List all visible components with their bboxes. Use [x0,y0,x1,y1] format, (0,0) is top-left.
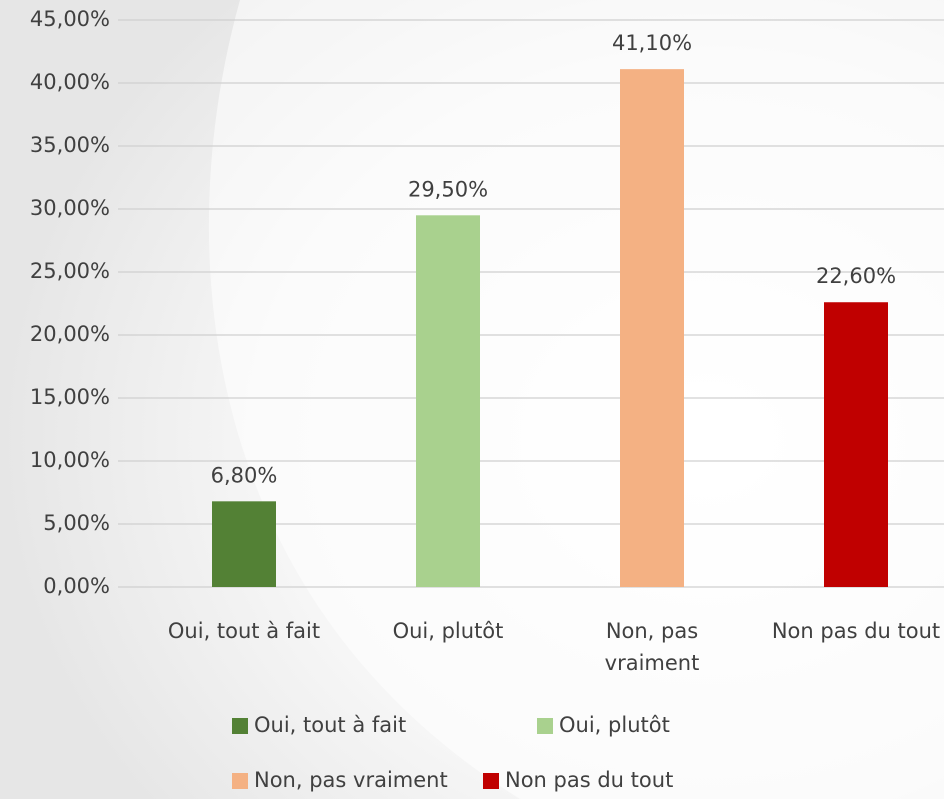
legend-label: Oui, plutôt [559,713,670,737]
value-label: 6,80% [211,463,278,487]
x-tick-label: Oui, tout à fait [168,619,320,643]
value-label: 29,50% [408,177,488,201]
y-tick-label: 30,00% [30,196,110,220]
value-label: 41,10% [612,31,692,55]
y-tick-label: 35,00% [30,133,110,157]
y-tick-label: 40,00% [30,70,110,94]
legend-swatch [232,773,248,789]
y-tick-label: 0,00% [43,574,110,598]
bar [416,215,480,588]
legend-label: Oui, tout à fait [254,713,406,737]
bar [620,69,684,587]
y-tick-label: 20,00% [30,322,110,346]
x-tick-label: Oui, plutôt [393,619,504,643]
x-tick-label: Non, pas vraiment [605,619,700,675]
y-tick-label: 10,00% [30,448,110,472]
y-tick-label: 25,00% [30,259,110,283]
background-curve [208,0,944,799]
legend-swatch [232,718,248,734]
x-tick-label: Non pas du tout [772,619,940,643]
y-tick-label: 45,00% [30,7,110,31]
value-label: 22,60% [816,264,896,288]
y-tick-label: 5,00% [43,511,110,535]
legend-label: Non pas du tout [505,768,673,792]
legend-label: Non, pas vraiment [254,768,448,792]
bar [212,501,276,587]
legend-swatch [483,773,499,789]
y-tick-label: 15,00% [30,385,110,409]
legend-swatch [537,718,553,734]
bar [824,302,888,587]
